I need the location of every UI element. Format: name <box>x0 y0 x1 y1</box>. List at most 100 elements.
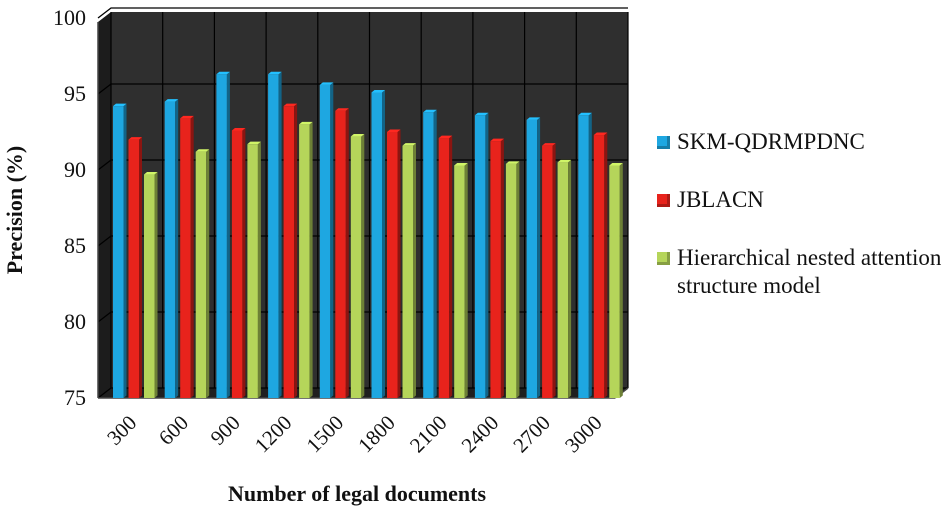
bar-top <box>247 141 261 145</box>
bar-side <box>175 99 179 398</box>
bar-top <box>268 71 282 75</box>
x-axis-title: Number of legal documents <box>228 481 487 506</box>
bar-side <box>413 143 416 398</box>
bar-top <box>113 103 127 107</box>
bar-hierarchical-nested-attention-structure-model-900 <box>247 144 258 398</box>
bar-top <box>231 127 246 131</box>
bar-jblacn-900 <box>231 130 243 399</box>
bar-side <box>500 138 504 398</box>
bar-jblacn-1500 <box>335 110 346 398</box>
bar-jblacn-600 <box>180 118 191 398</box>
x-tick-label: 2700 <box>508 411 555 458</box>
bar-hierarchical-nested-attention-structure-model-2100 <box>454 165 465 398</box>
x-tick-label: 3000 <box>560 411 607 458</box>
bar-top <box>423 109 437 113</box>
plot-side-wall <box>98 12 111 398</box>
bar-side <box>206 149 210 398</box>
bar-top <box>490 138 504 142</box>
legend-item-series-1: SKM-QDRMPDNC <box>657 128 947 156</box>
y-tick-label: 95 <box>64 81 86 106</box>
bar-side <box>433 109 437 399</box>
bar-top <box>216 71 230 75</box>
bar-side <box>226 71 230 399</box>
bar-skm-qdrmpdnc-1200 <box>268 74 279 399</box>
bar-top <box>164 99 179 102</box>
bar-hierarchical-nested-attention-structure-model-600 <box>195 151 207 398</box>
bar-side <box>257 141 261 398</box>
bar-skm-qdrmpdnc-3000 <box>578 115 589 398</box>
bar-side <box>588 112 592 398</box>
bar-top <box>578 112 592 116</box>
bar-hierarchical-nested-attention-structure-model-1500 <box>350 136 362 398</box>
bar-top <box>609 162 623 166</box>
bar-skm-qdrmpdnc-600 <box>164 101 176 398</box>
bar-side <box>242 127 246 398</box>
bar-top <box>387 129 401 132</box>
bar-side <box>154 172 158 398</box>
bar-side <box>537 117 541 398</box>
bar-jblacn-1800 <box>387 132 398 398</box>
bar-top <box>402 143 416 146</box>
bar-top <box>144 172 158 175</box>
bar-side <box>464 162 468 398</box>
x-tick-label: 300 <box>102 411 141 450</box>
bar-jblacn-2100 <box>438 138 450 398</box>
bar-top <box>319 82 334 85</box>
bar-skm-qdrmpdnc-300 <box>113 106 124 398</box>
bar-side <box>485 112 489 398</box>
legend-item-series-2: JBLACN <box>657 186 947 214</box>
bar-top <box>454 162 468 166</box>
bar-hierarchical-nested-attention-structure-model-2400 <box>505 163 517 398</box>
x-tick-label: 1800 <box>353 411 400 458</box>
bar-top <box>542 143 556 146</box>
legend-swatch-series-3 <box>657 252 670 265</box>
bar-side <box>345 108 349 398</box>
bar-hierarchical-nested-attention-structure-model-1800 <box>402 145 413 398</box>
y-tick-label: 75 <box>64 385 86 410</box>
legend-label-series-3: Hierarchical nested attention structure … <box>677 245 942 298</box>
bar-jblacn-2700 <box>542 145 553 398</box>
x-tick-label: 600 <box>154 411 193 450</box>
bar-side <box>294 103 298 398</box>
bar-top <box>350 134 365 137</box>
bar-hierarchical-nested-attention-structure-model-2700 <box>557 162 569 398</box>
legend-label-series-1: SKM-QDRMPDNC <box>677 129 865 154</box>
bar-skm-qdrmpdnc-2700 <box>526 119 538 398</box>
bar-top <box>557 159 572 163</box>
bar-side <box>123 103 127 398</box>
legend: SKM-QDRMPDNC JBLACN Hierarchical nested … <box>657 128 947 330</box>
bar-side <box>619 162 623 398</box>
bar-top <box>128 137 142 140</box>
bar-skm-qdrmpdnc-2100 <box>423 112 434 399</box>
legend-swatch-series-2 <box>657 194 670 207</box>
bar-side <box>568 159 572 398</box>
bar-skm-qdrmpdnc-900 <box>216 74 227 399</box>
bar-jblacn-3000 <box>593 135 605 399</box>
bar-side <box>604 132 608 399</box>
bar-skm-qdrmpdnc-2400 <box>474 115 486 398</box>
bar-jblacn-2400 <box>490 141 501 398</box>
bar-side <box>449 135 453 398</box>
bar-top <box>195 149 210 152</box>
x-tick-label: 1200 <box>250 411 297 458</box>
bar-side <box>516 161 520 398</box>
x-tick-label: 900 <box>206 411 245 450</box>
y-tick-label: 100 <box>53 5 86 30</box>
bar-side <box>397 129 401 398</box>
legend-swatch-series-1 <box>657 136 670 149</box>
x-tick-label: 1500 <box>302 411 349 458</box>
bar-side <box>361 134 365 398</box>
bar-side <box>278 71 282 399</box>
bar-hierarchical-nested-attention-structure-model-3000 <box>609 165 620 398</box>
y-axis-title: Precision (%) <box>2 146 27 275</box>
bar-top <box>474 112 489 116</box>
bar-top <box>299 121 313 125</box>
bar-side <box>382 89 385 398</box>
y-tick-label: 80 <box>64 309 86 334</box>
bar-top <box>438 135 453 139</box>
gridline <box>97 7 628 19</box>
legend-item-series-3: Hierarchical nested attention structure … <box>657 244 947 300</box>
bar-hierarchical-nested-attention-structure-model-1200 <box>299 124 310 399</box>
